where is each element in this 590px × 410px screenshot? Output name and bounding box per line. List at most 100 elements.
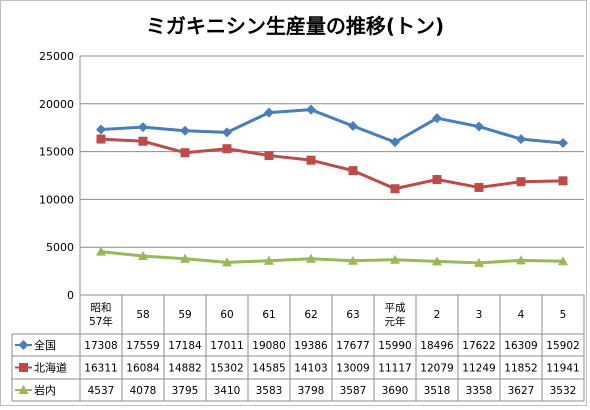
data-point <box>558 176 568 186</box>
series-2 <box>96 134 568 194</box>
y-tick-label: 10000 <box>39 193 74 206</box>
table-cell: 3627 <box>508 385 535 397</box>
data-point <box>516 177 526 187</box>
series-line <box>100 137 564 191</box>
table-cell: 11852 <box>504 363 537 375</box>
y-tick-label: 20000 <box>39 98 74 111</box>
data-point <box>306 253 316 263</box>
category-label: 60 <box>220 309 233 321</box>
table-cell: 11941 <box>546 363 579 375</box>
table-cell: 3795 <box>172 385 199 397</box>
table-cell: 3583 <box>256 385 283 397</box>
table-cell: 4078 <box>130 385 157 397</box>
table-cell: 17184 <box>168 340 202 352</box>
y-tick-label: 15000 <box>39 146 74 159</box>
table-cell: 11117 <box>378 363 411 375</box>
series-3 <box>96 246 568 267</box>
data-point <box>348 121 358 132</box>
table-cell: 17677 <box>336 340 369 352</box>
data-point <box>390 254 400 264</box>
table-cell: 17622 <box>462 340 495 352</box>
data-point <box>348 255 358 265</box>
table-cell: 3358 <box>466 385 493 397</box>
table-cell: 19080 <box>252 340 285 352</box>
data-point <box>19 363 28 372</box>
category-label: 61 <box>262 309 275 321</box>
table-cell: 3587 <box>340 385 367 397</box>
table-cell: 16311 <box>84 363 117 375</box>
data-point <box>222 144 232 154</box>
data-point <box>432 175 442 185</box>
data-point <box>18 385 29 394</box>
table-cell: 16309 <box>504 340 537 352</box>
category-label: 63 <box>346 309 359 321</box>
data-point <box>138 136 148 146</box>
data-point <box>96 124 106 135</box>
data-point <box>264 151 274 161</box>
data-point <box>432 256 442 266</box>
category-label: 59 <box>178 309 191 321</box>
data-point <box>222 257 232 267</box>
plot-area <box>96 104 568 267</box>
table-cell: 3410 <box>214 385 241 397</box>
table-cell: 18496 <box>420 340 454 352</box>
table-cell: 17308 <box>84 340 117 352</box>
category-label: 平成元年 <box>385 302 406 328</box>
data-point <box>306 155 316 165</box>
table-cell: 16084 <box>126 363 160 375</box>
data-point <box>138 251 148 261</box>
data-point <box>222 127 232 138</box>
data-point <box>306 104 316 115</box>
series-name: 北海道 <box>34 361 67 375</box>
table-cell: 14103 <box>294 363 327 375</box>
data-point <box>96 246 106 256</box>
table-cell: 13009 <box>336 363 369 375</box>
table-cell: 14585 <box>252 363 285 375</box>
chart-title: ミガキニシン生産量の推移(トン) <box>146 14 444 38</box>
data-point <box>180 125 190 136</box>
category-label: 昭和 57年 <box>89 302 113 328</box>
data-point <box>474 182 484 192</box>
data-point <box>390 137 400 148</box>
data-point <box>264 255 274 265</box>
table-cell: 11249 <box>462 363 495 375</box>
data-point <box>264 107 274 118</box>
category-label: 62 <box>304 309 317 321</box>
data-point <box>180 253 190 263</box>
data-point <box>348 166 358 176</box>
table-cell: 19386 <box>294 340 328 352</box>
data-point <box>390 184 400 194</box>
data-point <box>138 122 148 133</box>
data-point <box>474 121 484 132</box>
y-axis: 0 5000 10000 15000 20000 25000 <box>39 50 74 302</box>
table-cell: 3532 <box>550 385 577 397</box>
category-label: 4 <box>518 309 525 321</box>
data-point <box>180 148 190 158</box>
data-point <box>474 257 484 267</box>
category-label: 2 <box>434 309 441 321</box>
table-cell: 15902 <box>546 340 579 352</box>
data-point <box>516 134 526 145</box>
y-tick-label: 0 <box>67 289 74 302</box>
series-name: 岩内 <box>34 383 56 397</box>
table-cell: 3798 <box>298 385 325 397</box>
table-cell: 14882 <box>168 363 201 375</box>
table-cell: 17559 <box>126 340 159 352</box>
series-name: 全国 <box>34 338 56 352</box>
data-point <box>96 134 106 144</box>
data-point <box>516 255 526 265</box>
table-cell: 3518 <box>424 385 451 397</box>
series-1 <box>96 104 568 148</box>
data-point <box>432 113 442 124</box>
table-cell: 12079 <box>420 363 453 375</box>
table-cell: 15990 <box>378 340 411 352</box>
data-point <box>18 340 29 350</box>
series-line <box>100 250 564 265</box>
category-label: 3 <box>476 309 483 321</box>
table-cell: 4537 <box>88 385 115 397</box>
data-point <box>558 137 568 148</box>
category-label: 5 <box>560 309 567 321</box>
category-label: 58 <box>136 309 149 321</box>
